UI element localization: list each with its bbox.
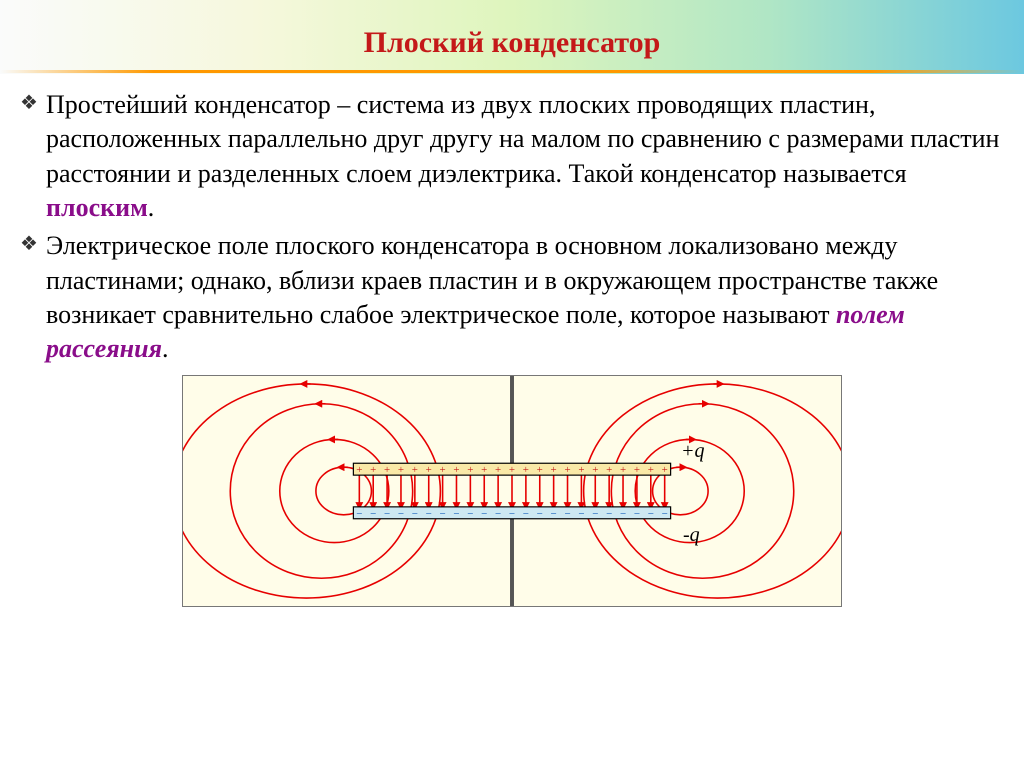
header-underline (0, 70, 1024, 73)
svg-text:−: − (578, 507, 584, 519)
svg-text:−: − (564, 507, 570, 519)
svg-text:+: + (634, 464, 640, 476)
svg-text:+: + (592, 464, 598, 476)
svg-text:−: − (537, 507, 543, 519)
svg-text:+: + (523, 464, 529, 476)
svg-text:−: − (453, 507, 459, 519)
svg-text:−: − (370, 507, 376, 519)
figure-container: +++++++++++++++++++++++−−−−−−−−−−−−−−−−−… (18, 375, 1006, 616)
label-minus-q: -q (683, 522, 700, 548)
svg-text:+: + (495, 464, 501, 476)
svg-text:+: + (440, 464, 446, 476)
svg-text:−: − (384, 507, 390, 519)
svg-text:+: + (453, 464, 459, 476)
svg-text:+: + (426, 464, 432, 476)
header-band: Плоский конденсатор (0, 0, 1024, 74)
bullet-1: Простейший конденсатор – система из двух… (18, 88, 1006, 225)
svg-text:−: − (467, 507, 473, 519)
bullet-1-pre: Простейший конденсатор – система из двух… (46, 90, 999, 188)
svg-text:+: + (481, 464, 487, 476)
svg-text:−: − (495, 507, 501, 519)
svg-text:−: − (398, 507, 404, 519)
svg-text:−: − (592, 507, 598, 519)
svg-text:+: + (370, 464, 376, 476)
svg-text:−: − (634, 507, 640, 519)
bullet-1-post: . (148, 193, 155, 222)
svg-text:−: − (509, 507, 515, 519)
svg-text:+: + (564, 464, 570, 476)
bullet-2: Электрическое поле плоского конденсатора… (18, 229, 1006, 366)
page-title: Плоский конденсатор (0, 26, 1024, 60)
svg-text:−: − (606, 507, 612, 519)
svg-text:−: − (523, 507, 529, 519)
bullet-2-pre: Электрическое поле плоского конденсатора… (46, 231, 938, 329)
svg-text:+: + (620, 464, 626, 476)
capacitor-figure: +++++++++++++++++++++++−−−−−−−−−−−−−−−−−… (182, 375, 842, 607)
svg-text:−: − (356, 507, 362, 519)
label-plus-q: +q (681, 438, 705, 464)
svg-text:−: − (662, 507, 668, 519)
svg-text:+: + (648, 464, 654, 476)
content-area: Простейший конденсатор – система из двух… (0, 74, 1024, 626)
bullet-1-term: плоским (46, 193, 148, 222)
svg-text:+: + (551, 464, 557, 476)
svg-text:−: − (620, 507, 626, 519)
svg-text:−: − (440, 507, 446, 519)
svg-text:−: − (412, 507, 418, 519)
svg-text:+: + (467, 464, 473, 476)
svg-text:+: + (509, 464, 515, 476)
svg-text:+: + (606, 464, 612, 476)
svg-text:+: + (398, 464, 404, 476)
svg-text:−: − (481, 507, 487, 519)
capacitor-svg: +++++++++++++++++++++++−−−−−−−−−−−−−−−−−… (183, 376, 841, 606)
svg-text:+: + (384, 464, 390, 476)
svg-text:+: + (578, 464, 584, 476)
svg-text:+: + (537, 464, 543, 476)
svg-text:−: − (648, 507, 654, 519)
svg-text:−: − (426, 507, 432, 519)
svg-text:+: + (412, 464, 418, 476)
svg-text:+: + (662, 464, 668, 476)
svg-text:−: − (551, 507, 557, 519)
svg-text:+: + (356, 464, 362, 476)
bullet-2-post: . (162, 334, 169, 363)
